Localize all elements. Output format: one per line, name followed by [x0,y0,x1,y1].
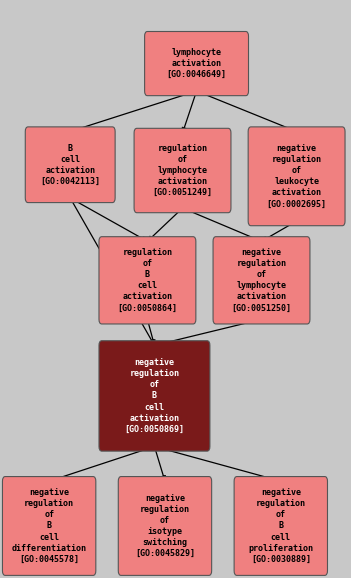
Text: negative
regulation
of
B
cell
proliferation
[GO:0030889]: negative regulation of B cell proliferat… [248,488,313,564]
FancyBboxPatch shape [25,127,115,202]
Text: negative
regulation
of
B
cell
activation
[GO:0050869]: negative regulation of B cell activation… [125,358,184,434]
FancyBboxPatch shape [134,128,231,213]
FancyBboxPatch shape [234,476,327,576]
FancyBboxPatch shape [99,237,196,324]
FancyBboxPatch shape [213,237,310,324]
FancyBboxPatch shape [99,341,210,451]
Text: negative
regulation
of
B
cell
differentiation
[GO:0045578]: negative regulation of B cell differenti… [12,488,87,564]
Text: B
cell
activation
[GO:0042113]: B cell activation [GO:0042113] [40,143,100,186]
Text: lymphocyte
activation
[GO:0046649]: lymphocyte activation [GO:0046649] [167,48,226,79]
Text: regulation
of
B
cell
activation
[GO:0050864]: regulation of B cell activation [GO:0050… [118,248,177,313]
FancyBboxPatch shape [2,476,96,576]
FancyBboxPatch shape [145,31,249,95]
Text: regulation
of
lymphocyte
activation
[GO:0051249]: regulation of lymphocyte activation [GO:… [153,144,212,197]
Text: negative
regulation
of
leukocyte
activation
[GO:0002695]: negative regulation of leukocyte activat… [267,144,326,209]
Text: negative
regulation
of
lymphocyte
activation
[GO:0051250]: negative regulation of lymphocyte activa… [232,248,291,313]
Text: negative
regulation
of
isotype
switching
[GO:0045829]: negative regulation of isotype switching… [135,494,195,558]
FancyBboxPatch shape [248,127,345,226]
FancyBboxPatch shape [118,476,212,576]
